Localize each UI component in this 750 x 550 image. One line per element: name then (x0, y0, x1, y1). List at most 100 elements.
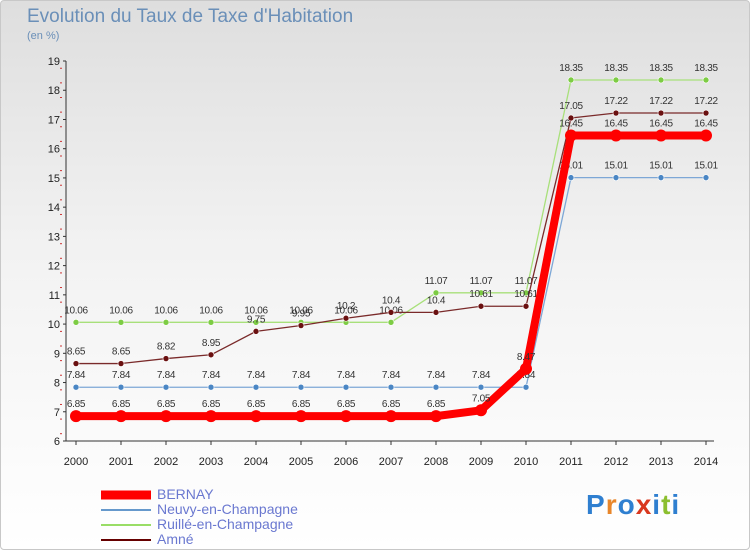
data-point-amne (657, 109, 665, 117)
data-label-neuvy-en-champagne: 7.84 (292, 370, 311, 381)
x-tick-label: 2009 (469, 456, 493, 468)
legend-swatch (101, 508, 151, 511)
data-label-bernay: 6.85 (67, 399, 86, 410)
legend-item: Ruillé-en-Champagne (101, 517, 298, 532)
data-point-bernay (70, 410, 82, 423)
data-point-bernay (700, 129, 712, 142)
proxiti-logo: Proxiti (586, 489, 680, 521)
data-point-amne (252, 328, 260, 335)
data-label-ruille-en-champagne: 18.35 (649, 63, 673, 74)
data-label-bernay: 6.85 (337, 399, 356, 410)
data-point-neuvy-en-champagne (522, 383, 530, 391)
data-label-ruille-en-champagne: 10.06 (244, 305, 268, 316)
data-label-ruille-en-champagne: 18.35 (559, 63, 583, 74)
data-point-neuvy-en-champagne (252, 383, 260, 391)
logo-letter: r (605, 489, 618, 520)
data-point-neuvy-en-champagne (117, 383, 125, 391)
data-label-bernay: 7.05 (472, 393, 491, 404)
x-tick-label: 2001 (109, 456, 133, 468)
series-line-amne (75, 112, 707, 365)
data-label-bernay: 6.85 (202, 399, 221, 410)
y-tick-label: 8 (54, 378, 60, 390)
data-label-bernay: 6.85 (427, 399, 446, 410)
data-label-neuvy-en-champagne: 7.84 (472, 370, 491, 381)
data-point-neuvy-en-champagne (432, 383, 440, 391)
data-label-neuvy-en-champagne: 15.01 (649, 161, 673, 172)
data-label-neuvy-en-champagne: 7.84 (67, 370, 86, 381)
data-point-neuvy-en-champagne (387, 383, 395, 391)
data-point-amne (567, 114, 575, 122)
data-point-neuvy-en-champagne (702, 174, 710, 181)
data-label-neuvy-en-champagne: 7.84 (157, 370, 176, 381)
data-label-bernay: 6.85 (112, 399, 131, 410)
y-tick-label: 18 (48, 85, 60, 97)
x-tick-label: 2011 (559, 456, 583, 468)
data-label-ruille-en-champagne: 18.35 (694, 63, 718, 74)
data-label-ruille-en-champagne: 10.06 (289, 305, 313, 316)
data-label-amne: 8.65 (112, 347, 131, 358)
data-label-neuvy-en-champagne: 7.84 (202, 370, 221, 381)
legend-label: Neuvy-en-Champagne (157, 501, 298, 517)
x-tick-label: 2002 (154, 456, 178, 468)
data-label-neuvy-en-champagne: 15.01 (604, 161, 628, 172)
data-point-bernay (205, 410, 217, 423)
legend-swatch (101, 538, 151, 541)
x-tick-label: 2005 (289, 456, 313, 468)
data-label-bernay: 6.85 (157, 399, 176, 410)
data-point-bernay (250, 410, 262, 423)
data-point-ruille-en-champagne (567, 76, 575, 84)
data-label-ruille-en-champagne: 10.06 (154, 305, 178, 316)
data-point-neuvy-en-champagne (477, 383, 485, 391)
logo-letter: t (661, 489, 672, 520)
data-label-neuvy-en-champagne: 15.01 (694, 161, 718, 172)
y-tick-label: 11 (49, 290, 60, 302)
data-label-amne: 17.22 (604, 96, 628, 107)
legend-swatch (101, 523, 151, 526)
y-tick-label: 15 (48, 173, 60, 185)
data-point-bernay (295, 410, 307, 423)
data-label-amne: 10.4 (382, 295, 401, 306)
legend-label: Amné (157, 531, 194, 547)
data-label-amne: 17.22 (694, 96, 718, 107)
y-tick-label: 17 (48, 114, 60, 126)
y-tick-label: 7 (54, 407, 60, 419)
data-point-amne (702, 109, 710, 117)
data-label-amne: 10.2 (337, 301, 356, 312)
data-label-ruille-en-champagne: 10.06 (334, 305, 358, 316)
data-point-neuvy-en-champagne (612, 174, 620, 181)
x-tick-label: 2006 (334, 456, 358, 468)
legend-swatch (101, 490, 151, 499)
x-tick-label: 2012 (604, 456, 628, 468)
y-tick-label: 12 (48, 261, 60, 273)
logo-letter: P (586, 489, 606, 520)
data-point-ruille-en-champagne (162, 319, 170, 326)
logo-letter: i (652, 489, 662, 520)
data-label-bernay: 6.85 (292, 399, 311, 410)
y-tick-label: 14 (48, 202, 60, 214)
data-point-bernay (160, 410, 172, 423)
series-line-neuvy-en-champagne (75, 176, 707, 388)
data-label-amne: 8.82 (157, 342, 176, 353)
data-point-bernay (385, 410, 397, 423)
x-tick-label: 2010 (514, 456, 538, 468)
data-label-ruille-en-champagne: 18.35 (604, 63, 628, 74)
data-label-amne: 10.61 (469, 289, 493, 300)
data-point-bernay (655, 129, 667, 142)
data-label-bernay: 16.45 (649, 119, 673, 130)
data-label-ruille-en-champagne: 10.06 (109, 305, 133, 316)
x-tick-label: 2007 (379, 456, 403, 468)
data-label-neuvy-en-champagne: 7.84 (112, 370, 131, 381)
data-point-neuvy-en-champagne (297, 383, 305, 391)
data-point-amne (297, 322, 305, 329)
data-label-neuvy-en-champagne: 7.84 (382, 370, 401, 381)
x-tick-label: 2004 (244, 456, 268, 468)
data-label-neuvy-en-champagne: 7.84 (337, 370, 356, 381)
data-point-neuvy-en-champagne (657, 174, 665, 181)
y-tick-label: 10 (48, 319, 60, 331)
data-point-ruille-en-champagne (657, 76, 665, 84)
data-label-ruille-en-champagne: 11.07 (515, 276, 539, 287)
data-point-bernay (475, 404, 487, 417)
data-label-neuvy-en-champagne: 7.84 (247, 370, 266, 381)
